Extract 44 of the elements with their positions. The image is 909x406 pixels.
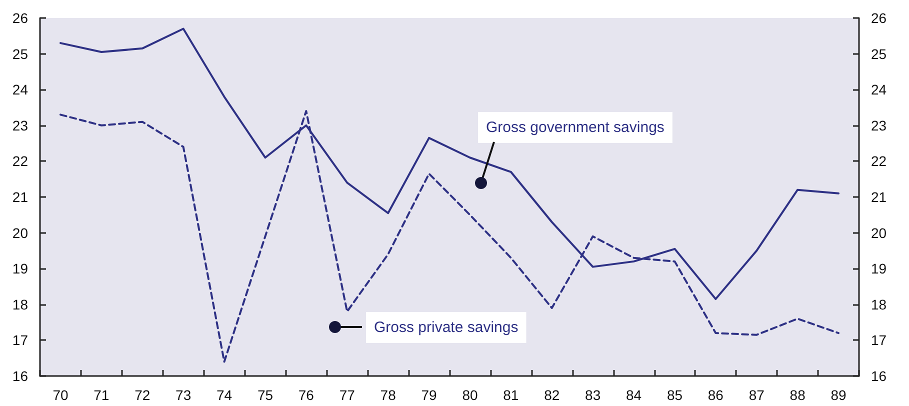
x-tick-label: 84 [626,387,642,403]
x-tick-label: 70 [52,387,68,403]
y-tick-label: 16 [12,368,28,384]
y2-tick-label: 25 [871,46,887,62]
x-tick-label: 87 [748,387,765,403]
y-tick-label: 21 [12,189,28,205]
x-tick-label: 78 [380,387,396,403]
x-tick-label: 76 [298,387,314,403]
x-tick-label: 73 [176,387,192,403]
x-tick-label: 79 [421,387,438,403]
y2-tick-label: 20 [871,224,887,241]
y-tick-label: 26 [12,10,28,26]
y-tick-label: 23 [12,117,28,134]
x-tick-label: 86 [708,387,724,403]
y2-tick-label: 23 [871,117,887,134]
series-label: Gross government savings [486,119,664,136]
x-tick-label: 83 [585,387,601,403]
y-tick-label: 25 [12,46,28,62]
x-tick-label: 75 [257,387,274,403]
series-label: Gross private savings [374,319,518,336]
y2-tick-label: 22 [871,153,887,170]
y-tick-label: 22 [12,153,28,170]
x-tick-label: 80 [462,387,478,403]
x-tick-label: 81 [503,387,519,403]
x-tick-label: 89 [830,387,847,403]
y2-tick-label: 26 [871,10,887,26]
y2-tick-label: 17 [871,332,887,348]
x-tick-label: 85 [666,387,683,403]
y2-tick-label: 18 [871,296,887,312]
x-tick-label: 88 [790,387,806,403]
y-tick-label: 17 [12,332,28,348]
y2-tick-label: 19 [871,260,887,277]
x-tick-label: 72 [134,387,150,403]
y2-tick-label: 21 [871,189,887,205]
x-tick-label: 82 [544,387,560,403]
y-tick-label: 18 [12,296,28,312]
x-tick-label: 77 [339,387,356,403]
y-tick-label: 24 [12,82,28,98]
x-tick-label: 74 [216,387,232,403]
y-tick-label: 20 [12,224,28,241]
x-tick-label: 71 [94,387,110,403]
y2-tick-label: 24 [871,82,887,98]
y-tick-label: 19 [12,260,28,277]
y2-tick-label: 16 [871,368,887,384]
